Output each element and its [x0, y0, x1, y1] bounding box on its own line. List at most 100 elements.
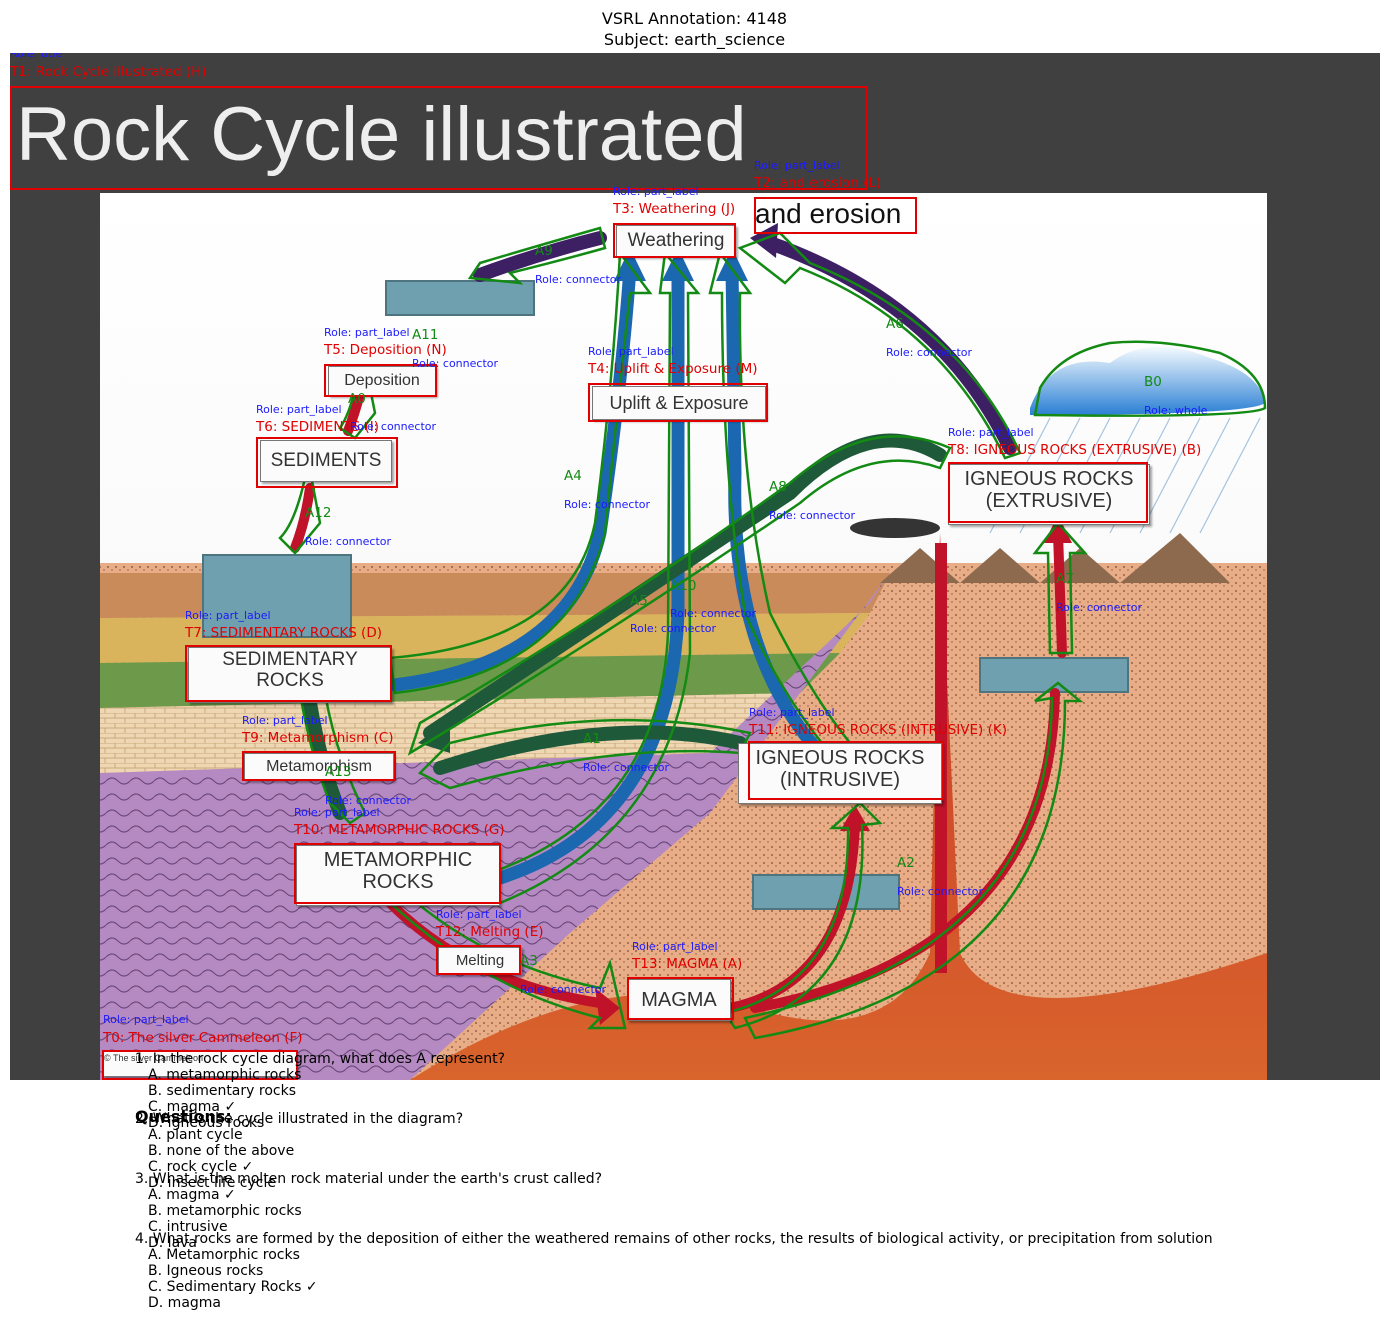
sedimentary-line-2: ROCKS [256, 669, 324, 691]
t11-name: T11: IGNEOUS ROCKS (INTRUSIVE) (K) [749, 722, 1007, 738]
header-line-2: Subject: earth_science [603, 30, 786, 49]
question-1-option-a: A. metamorphic rocks [148, 1067, 302, 1083]
sedimentary-rocks-box: SEDIMENTARY ROCKS [188, 647, 392, 703]
b0-role: Role: whole [1144, 404, 1208, 417]
b0-name: B0 [1144, 374, 1162, 390]
igneous-extrusive-line-2: (EXTRUSIVE) [985, 490, 1113, 512]
t7-bbox [185, 645, 392, 702]
a6-name: A6 [886, 316, 904, 332]
t10-bbox [294, 843, 501, 904]
t13-name: T13: MAGMA (A) [632, 956, 743, 972]
t9-bbox [242, 751, 396, 781]
a11-role: Role: connector [412, 357, 499, 370]
metamorphism-box: Metamorphism [244, 753, 394, 781]
weathering-arrowhead [750, 223, 778, 258]
question-3-stem: 3. What is the molten rock material unde… [135, 1171, 603, 1187]
t6-name: T6: SEDIMENTS (I) [256, 419, 380, 435]
a3-name: A3 [520, 953, 538, 969]
question-1-stem: 1. In the rock cycle diagram, what does … [135, 1051, 506, 1067]
t4-bbox [588, 383, 768, 422]
a13-role: Role: connector [325, 794, 412, 807]
t5-bbox [324, 364, 437, 397]
weathering-arrows [473, 231, 1017, 455]
t9-role: Role: part_label [242, 714, 328, 727]
question-3-option-d: D. lava [148, 1235, 198, 1251]
t4-role: Role: part_label [588, 345, 674, 358]
question-1-option-b: B. sedimentary rocks [148, 1083, 296, 1099]
igneous-intrusive-line-2: (INTRUSIVE) [780, 769, 900, 791]
a12-name: A12 [305, 505, 332, 521]
a5-name: A5 [630, 593, 648, 609]
t2-name: T2: and erosion (L) [754, 175, 882, 191]
uplift-box: Uplift & Exposure [592, 386, 766, 420]
mountains [880, 533, 1230, 583]
igneous-intrusive-box: IGNEOUS ROCKS (INTRUSIVE) [738, 743, 942, 804]
t3-role: Role: part_label [613, 185, 699, 198]
a9-name: A9 [535, 243, 553, 259]
melting-box: Melting [438, 947, 522, 975]
t3-name: T3: Weathering (J) [613, 201, 736, 217]
metamorphic-zone [100, 573, 890, 1080]
question-2-option-b: B. none of the above [148, 1143, 295, 1159]
question-2-option-d: D. insect life cycle [148, 1175, 276, 1191]
t2-role: Role: part_label [754, 159, 840, 172]
a8-role: Role: connector [769, 509, 856, 522]
a12-role: Role: connector [305, 535, 392, 548]
sedimentary-line-1: SEDIMENTARY [222, 649, 358, 670]
metamorphic-line-2: ROCKS [362, 871, 434, 893]
a3-role: Role: connector [520, 983, 607, 996]
a9-role: Role: connector [535, 273, 622, 286]
t12-role: Role: part_label [436, 908, 522, 921]
t1-name: T1: Rock Cycle illustrated (H) [10, 64, 207, 80]
a4-role: Role: connector [564, 498, 651, 511]
igneous-intrusive-line-1: IGNEOUS ROCKS [755, 747, 925, 769]
a0-role: Role: connector [350, 420, 437, 433]
question-4-option-c: C. Sedimentary Rocks ✓ [148, 1279, 318, 1295]
t10-role: Role: part_label [294, 806, 380, 819]
question-4-option-a: A. Metamorphic rocks [148, 1247, 300, 1263]
t7-name: T7: SEDIMENTARY ROCKS (D) [185, 625, 382, 641]
t1-role: Role: title [10, 53, 63, 60]
question-4-option-b: B. Igneous rocks [148, 1263, 264, 1279]
t8-role: Role: part_label [948, 426, 1034, 439]
question-3-option-a: A. magma ✓ [148, 1187, 236, 1203]
magma-chamber [410, 533, 1267, 1080]
a6-role: Role: connector [886, 346, 973, 359]
diagram-canvas: Rock Cycle illustrated Weathering and er… [10, 53, 1380, 1080]
a2-name: A2 [897, 855, 915, 871]
weathering-box: Weathering [616, 225, 736, 257]
question-1-option-d: D. igneous rocks [148, 1115, 265, 1131]
t0-role: Role: part_label [103, 1013, 189, 1026]
question-3-option-b: B. metamorphic rocks [148, 1203, 302, 1219]
question-4-option-d: D. magma [148, 1295, 222, 1311]
question-2-stem: 2. What is the cycle illustrated in the … [135, 1111, 464, 1127]
t8-bbox [948, 462, 1148, 523]
a4-name: A4 [564, 468, 582, 484]
t2-bbox [754, 197, 917, 234]
a1-name: A1 [583, 731, 601, 747]
rock-cycle-artwork [100, 193, 1267, 1080]
t6-role: Role: part_label [256, 403, 342, 416]
a7-role: Role: connector [1056, 601, 1143, 614]
t11-bbox [748, 741, 944, 800]
metamorphic-rocks-box: METAMORPHIC ROCKS [296, 845, 500, 906]
sediments-box: SEDIMENTS [260, 440, 392, 482]
igneous-extrusive-line-1: IGNEOUS ROCKS [964, 468, 1134, 490]
t8-name: T8: IGNEOUS ROCKS (EXTRUSIVE) (B) [948, 442, 1202, 458]
question-2-option-a: A. plant cycle [148, 1127, 243, 1143]
erosion-label: and erosion [755, 198, 902, 229]
t5-name: T5: Deposition (N) [324, 342, 447, 358]
t1-title-bbox [10, 86, 868, 190]
a0-name: A0 [348, 391, 366, 407]
question-1-option-c: C. magma ✓ [148, 1099, 237, 1115]
question-2-option-c: C. rock cycle ✓ [148, 1159, 254, 1175]
question-4-stem: 4. What rocks are formed by the depositi… [135, 1231, 1213, 1247]
t5-role: Role: part_label [324, 326, 410, 339]
a11-name: A11 [412, 327, 439, 343]
a10-name: A10 [670, 578, 697, 594]
igneous-extrusive-box: IGNEOUS ROCKS (EXTRUSIVE) [948, 464, 1150, 525]
header-line-1: VSRL Annotation: 4148 [601, 9, 788, 28]
a8-name: A8 [769, 479, 787, 495]
t9-name: T9: Metamorphism (C) [242, 730, 394, 746]
t12-name: T12: Melting (E) [436, 924, 544, 940]
